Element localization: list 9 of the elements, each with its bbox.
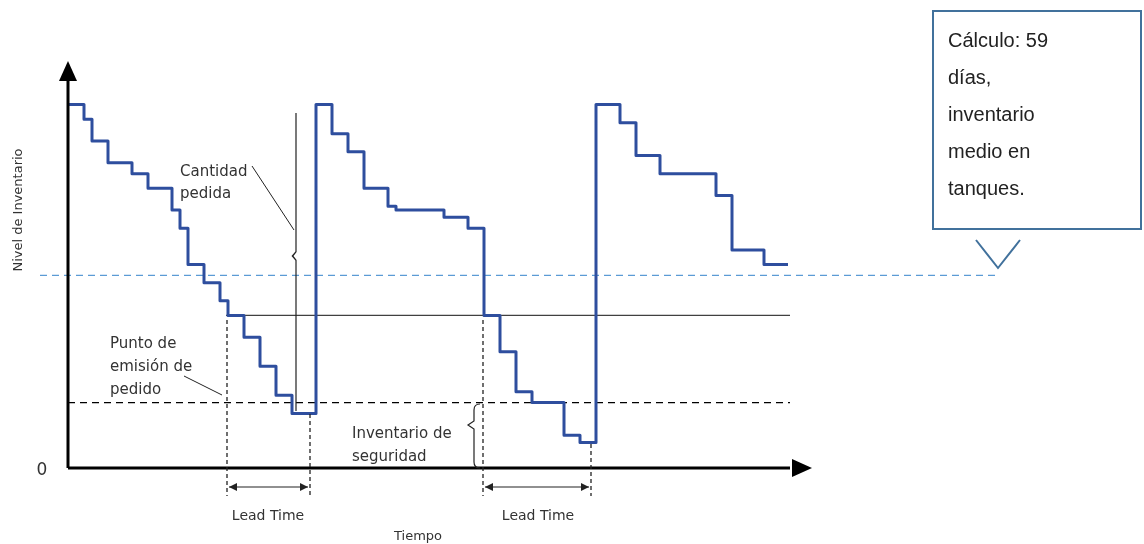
text: 0 xyxy=(36,459,48,479)
x-axis-title: Tiempo xyxy=(392,528,443,543)
text: Lead Time xyxy=(231,507,305,523)
y-axis-title: Nivel de Inventario xyxy=(10,148,25,272)
annotation: Punto de emisión de pedido xyxy=(110,334,193,398)
annotation: Cantidad pedida xyxy=(180,162,248,202)
text: Cálculo: 59 días, inventario medio en tanques. xyxy=(932,10,1142,230)
text: Lead Time xyxy=(501,507,575,523)
annotation: Inventario de seguridad xyxy=(352,424,452,465)
